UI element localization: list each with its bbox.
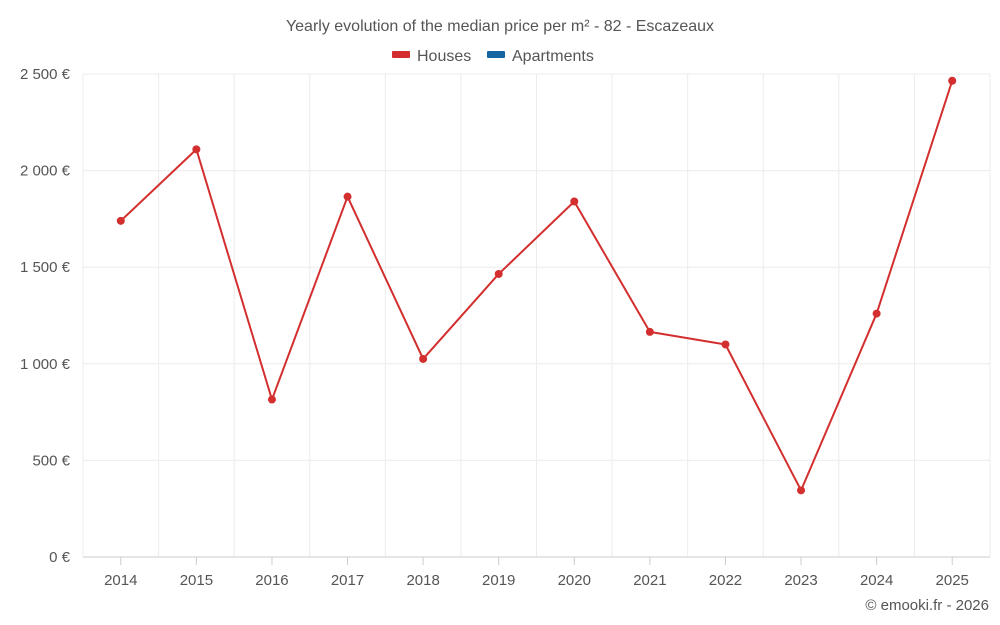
data-point-houses[interactable]	[267, 395, 276, 404]
x-tick-label: 2020	[558, 572, 591, 589]
x-tick-label: 2015	[180, 572, 213, 589]
legend-item-houses[interactable]: Houses	[392, 48, 471, 65]
y-tick-label: 0 €	[49, 549, 71, 566]
x-tick-label: 2024	[860, 572, 893, 589]
y-tick-label: 1 500 €	[20, 259, 71, 276]
legend-label-houses: Houses	[417, 48, 471, 65]
data-point-houses[interactable]	[797, 486, 806, 495]
y-axis: 0 € 500 € 1 000 € 1 500 € 2 000 € 2 500 €	[20, 66, 71, 566]
x-tick-label: 2021	[633, 572, 666, 589]
grid	[82, 73, 991, 557]
data-point-houses[interactable]	[948, 76, 957, 85]
x-tick-label: 2022	[709, 572, 742, 589]
data-point-houses[interactable]	[570, 197, 579, 206]
y-tick-label: 2 000 €	[20, 163, 71, 180]
data-point-houses[interactable]	[645, 327, 654, 336]
series-houses	[116, 76, 957, 495]
x-tick-label: 2019	[482, 572, 515, 589]
y-tick-label: 500 €	[32, 452, 70, 469]
x-tick-label: 2023	[784, 572, 817, 589]
legend-item-apartments[interactable]: Apartments	[487, 48, 594, 65]
chart-title: Yearly evolution of the median price per…	[286, 18, 714, 35]
legend: Houses Apartments	[392, 48, 594, 65]
series-line-houses	[120, 80, 954, 492]
x-tick-label: 2025	[936, 572, 969, 589]
data-point-houses[interactable]	[721, 340, 730, 349]
data-point-houses[interactable]	[494, 269, 503, 278]
y-tick-label: 1 000 €	[20, 356, 71, 373]
data-point-houses[interactable]	[116, 216, 125, 225]
x-tick-label: 2016	[255, 572, 288, 589]
legend-swatch-apartments	[487, 51, 505, 58]
y-tick-label: 2 500 €	[20, 66, 71, 83]
x-tick-label: 2018	[406, 572, 439, 589]
data-point-houses[interactable]	[192, 145, 201, 154]
legend-swatch-houses	[392, 51, 410, 58]
x-tick-label: 2017	[331, 572, 364, 589]
data-point-houses[interactable]	[343, 192, 352, 201]
data-point-houses[interactable]	[419, 354, 428, 363]
x-axis: 2014 2015 2016 2017 2018 2019 2020 2021 2022 2023…	[83, 556, 990, 589]
data-point-houses[interactable]	[872, 309, 881, 318]
credit-text: © emooki.fr - 2026	[865, 597, 989, 614]
x-tick-label: 2014	[104, 572, 137, 589]
legend-label-apartments: Apartments	[512, 48, 594, 65]
